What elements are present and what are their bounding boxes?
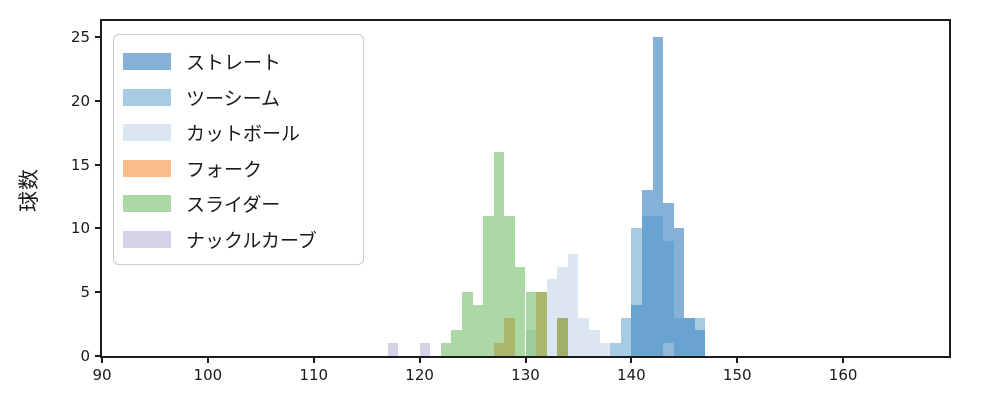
- y-axis-tick: [95, 355, 102, 357]
- legend-label: カットボール: [186, 123, 301, 146]
- legend-label: スライダー: [186, 194, 281, 217]
- y-axis-tick-label: 25: [70, 27, 90, 46]
- histogram-bar: [641, 215, 653, 356]
- legend-swatch: [123, 195, 171, 213]
- x-axis-tick: [842, 356, 845, 363]
- histogram-bar: [546, 279, 558, 356]
- y-axis-tick-label: 15: [70, 155, 90, 174]
- legend-label: フォーク: [186, 158, 263, 181]
- histogram-bar: [451, 330, 462, 356]
- histogram-bar: [483, 215, 494, 356]
- x-axis-tick-label: 120: [405, 366, 434, 384]
- histogram-bar: [419, 343, 431, 356]
- legend-item: ストレート: [123, 44, 363, 80]
- legend-swatch: [123, 124, 171, 142]
- histogram-bar: [557, 317, 568, 356]
- histogram-bar: [673, 228, 685, 356]
- x-axis-tick-label: 130: [511, 366, 540, 384]
- legend-label: ナックルカーブ: [186, 229, 317, 252]
- y-axis-tick-label: 10: [70, 219, 90, 238]
- x-axis-tick: [312, 356, 315, 363]
- legend-swatch: [123, 230, 171, 248]
- x-axis-tick-label: 100: [193, 366, 223, 384]
- y-axis-tick: [95, 291, 102, 294]
- histogram-bar: [557, 266, 568, 356]
- histogram-bar: [663, 343, 674, 356]
- histogram-bar: [631, 228, 642, 356]
- histogram-bar: [620, 317, 632, 356]
- histogram-bar: [567, 253, 579, 356]
- histogram-bar: [663, 241, 674, 356]
- x-axis-tick: [418, 356, 421, 363]
- x-axis-tick: [736, 356, 739, 363]
- y-axis-tick-label: 20: [70, 91, 90, 110]
- histogram-bar: [599, 343, 611, 356]
- y-axis-label: 球数: [17, 168, 41, 212]
- histogram-bar: [610, 343, 621, 356]
- histogram-bar: [684, 317, 695, 356]
- histogram-bar: [472, 304, 484, 356]
- x-axis-tick-label: 150: [722, 366, 752, 384]
- legend-item: ツーシーム: [123, 80, 363, 116]
- x-axis-tick-label: 90: [92, 366, 112, 384]
- legend-item: ナックルカーブ: [123, 222, 363, 258]
- legend-item: フォーク: [123, 151, 363, 187]
- legend-swatch: [123, 53, 171, 71]
- histogram-bar: [694, 317, 706, 356]
- histogram-bar: [578, 317, 590, 356]
- legend-swatch: [123, 88, 171, 106]
- histogram-bar: [589, 330, 600, 356]
- histogram-bar: [461, 292, 473, 356]
- y-axis-tick-label: 5: [80, 283, 90, 302]
- x-axis-tick-label: 110: [299, 366, 329, 384]
- legend-label: ツーシーム: [186, 87, 281, 110]
- histogram-bar: [673, 317, 685, 356]
- plot-area: ストレート ツーシーム カットボール フォーク スライダー ナックルカーブ 90 100 11…: [71, 19, 951, 384]
- legend-item: カットボール: [123, 115, 363, 151]
- histogram-bar: [514, 266, 526, 356]
- histogram-bar: [387, 343, 399, 356]
- histogram-bar: [440, 343, 452, 356]
- legend: ストレートツーシームカットボール フォークスライダーナックルカーブ: [113, 34, 364, 265]
- histogram-bar: [536, 292, 547, 356]
- x-axis-tick-label: 160: [828, 366, 858, 384]
- histogram-bar: [652, 215, 664, 356]
- legend-item: スライダー: [123, 186, 363, 222]
- y-axis-tick-label: 0: [80, 347, 90, 365]
- x-axis-tick: [101, 356, 103, 363]
- x-axis-tick: [206, 356, 209, 363]
- y-axis-tick: [95, 35, 102, 38]
- histogram-bar: [652, 36, 664, 356]
- x-axis-tick: [524, 356, 527, 363]
- histogram-bar: [525, 292, 537, 356]
- y-axis-tick: [95, 99, 102, 102]
- y-axis-tick: [95, 163, 102, 166]
- histogram-bar: [493, 151, 505, 356]
- y-axis-tick: [95, 227, 102, 230]
- legend-swatch: [123, 159, 171, 177]
- x-axis-tick-label: 140: [617, 366, 646, 384]
- histogram-bar: [504, 215, 515, 356]
- x-axis-tick: [630, 356, 633, 363]
- legend-label: ストレート: [186, 52, 282, 75]
